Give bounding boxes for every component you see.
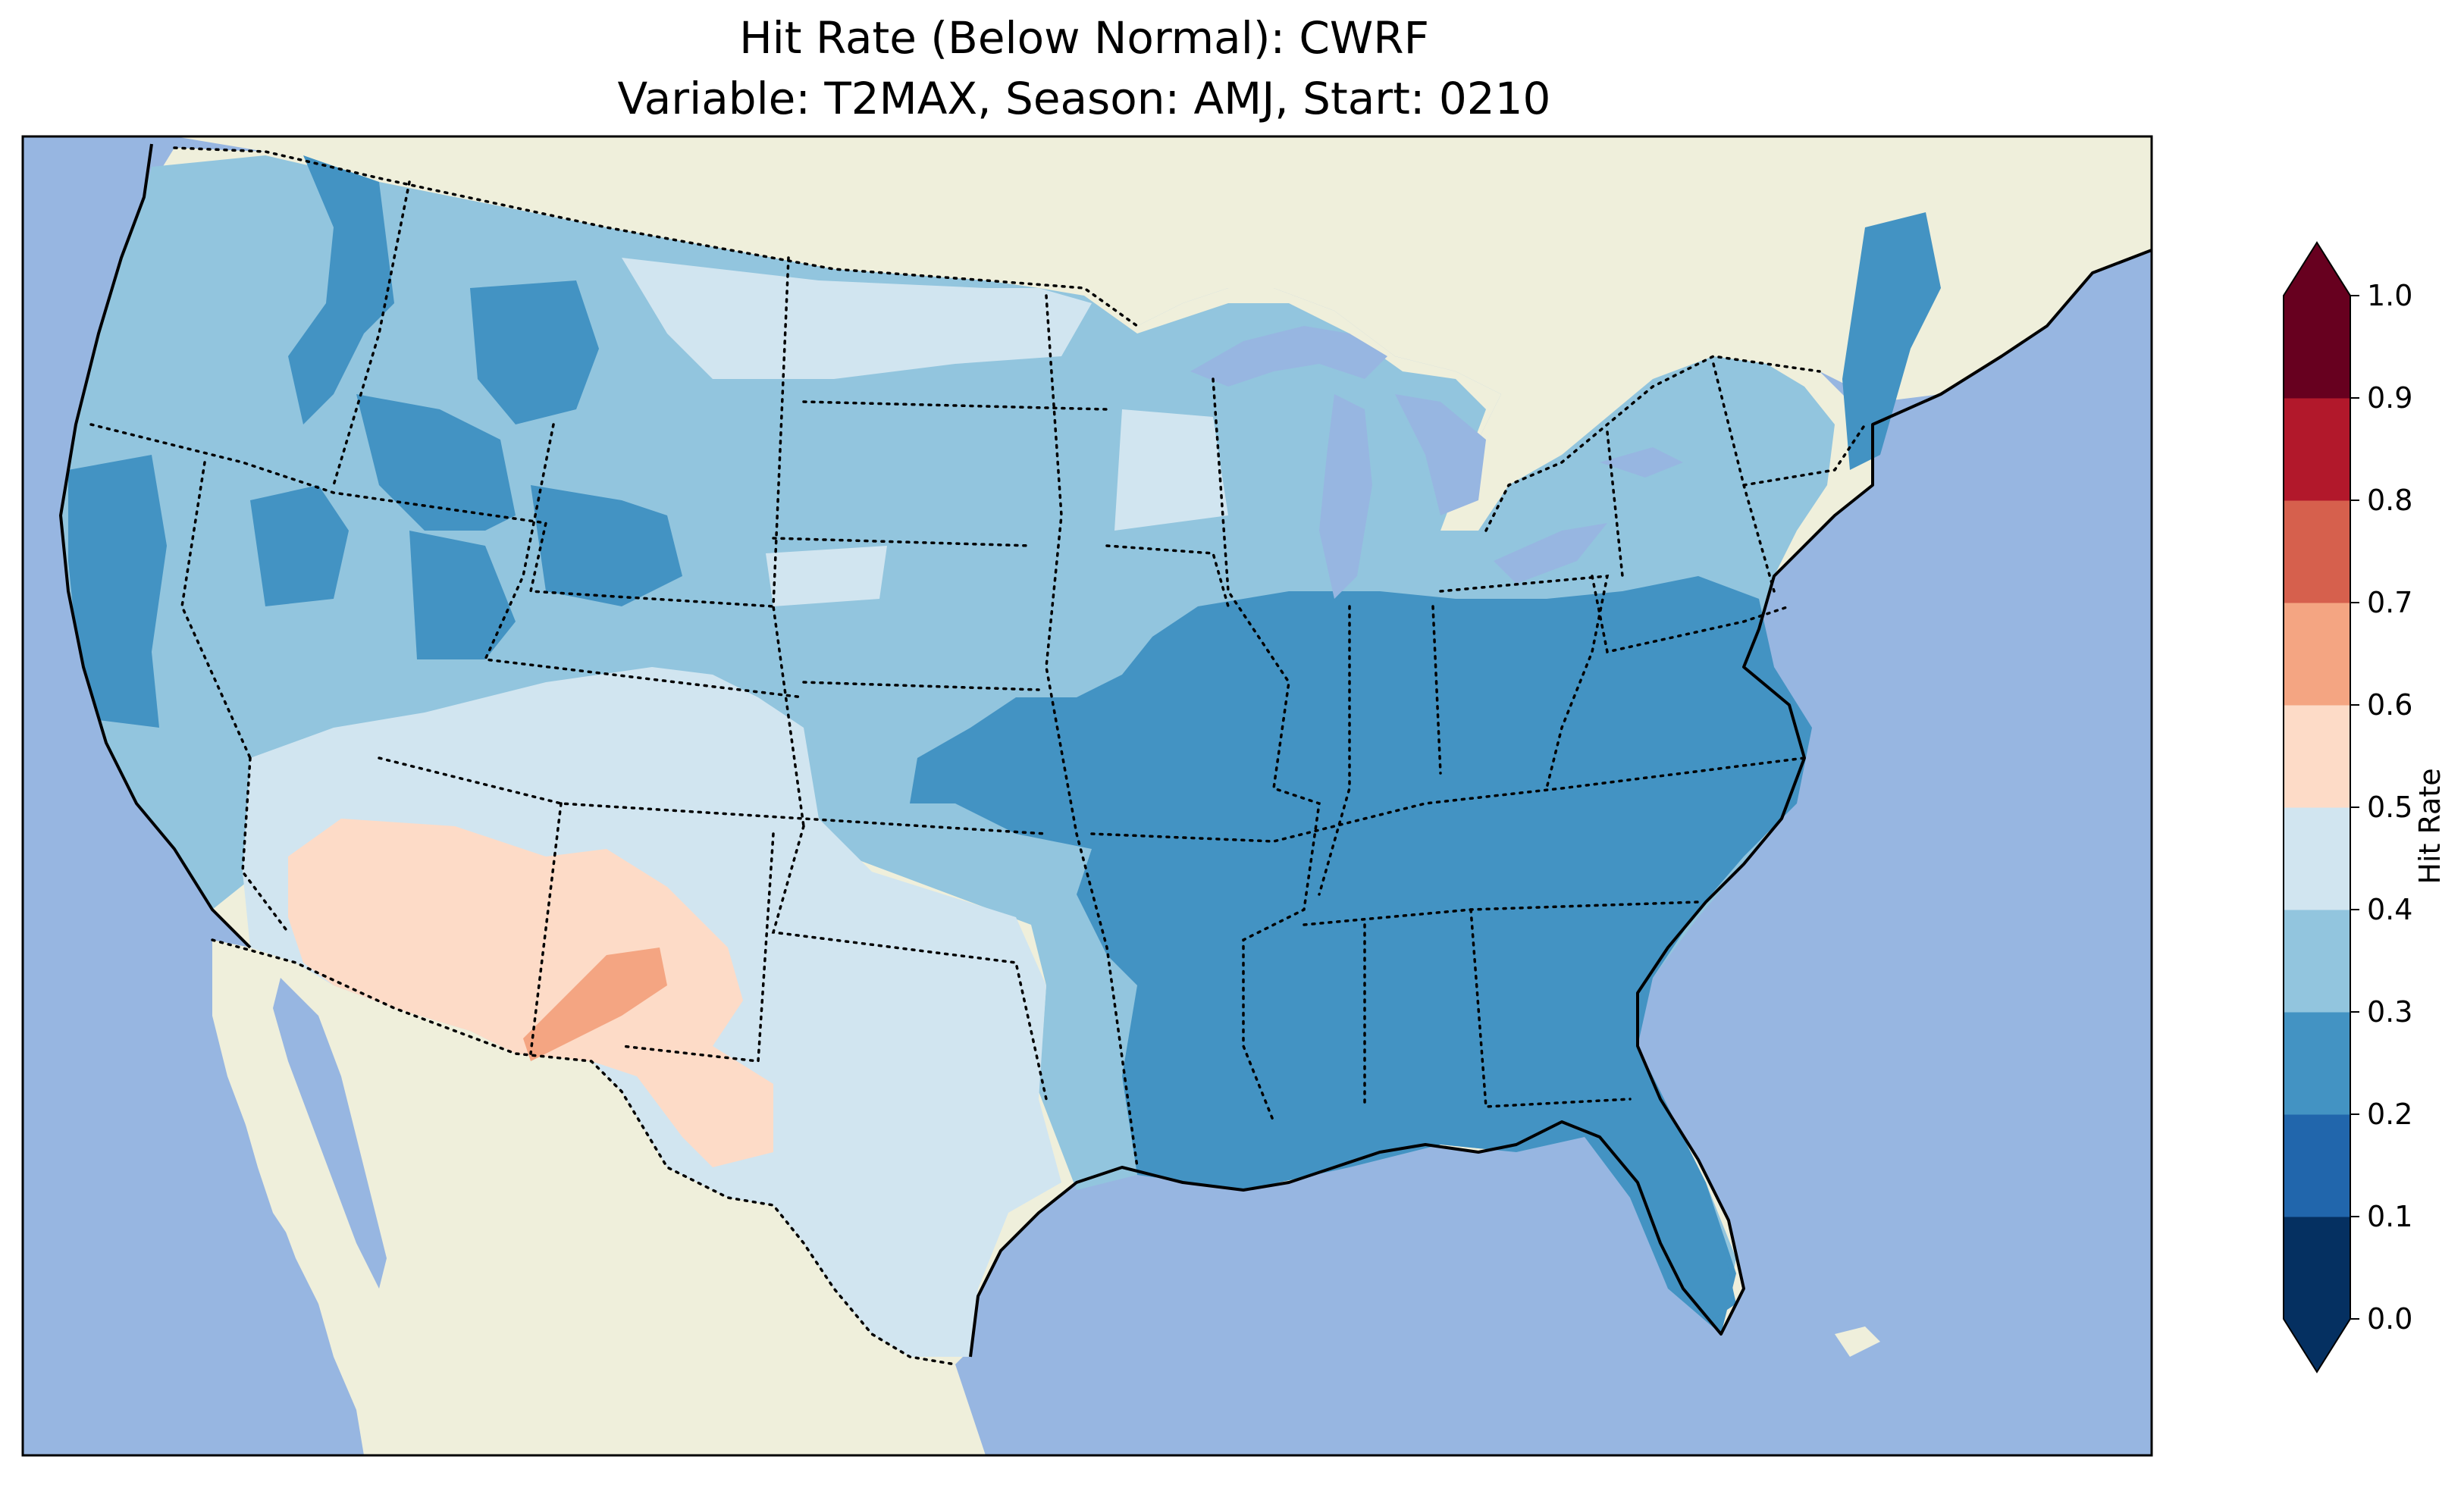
colorbar-extend-max — [2284, 243, 2350, 296]
colorbar-bin — [2284, 705, 2350, 808]
lake-huron — [1395, 394, 1486, 515]
map-title: Hit Rate (Below Normal): CWRF — [739, 12, 1429, 64]
map-area — [23, 136, 2152, 1455]
lake-superior — [1190, 326, 1387, 387]
lake-ontario — [1600, 447, 1683, 478]
colorbar-tick-label: 1.0 — [2367, 279, 2412, 312]
state-borders — [89, 180, 1867, 1169]
map-frame — [21, 135, 2153, 1457]
colorbar-bins — [2283, 241, 2351, 1373]
colorbar-tick-label: 0.3 — [2367, 995, 2412, 1029]
mexico-land — [212, 940, 986, 1455]
colorbar-tick-label: 0.6 — [2367, 688, 2412, 722]
us-mexico-border — [211, 938, 957, 1366]
region-0.2-0.3-oregon — [356, 394, 516, 531]
region-0.2-0.3-utah — [409, 531, 516, 659]
colorbar-tick-label: 0.8 — [2367, 484, 2412, 517]
pacific-coastline — [59, 143, 252, 949]
colorbar-bin — [2284, 1114, 2350, 1217]
colorbar-tick-label: 0.1 — [2367, 1200, 2412, 1233]
colorbar-bin — [2284, 398, 2350, 501]
us-canada-border — [173, 146, 1821, 532]
colorbar-label: Hit Rate — [2413, 768, 2447, 884]
region-0.2-0.3-nevada — [250, 485, 349, 606]
canada-land — [174, 136, 2152, 591]
lake-erie — [1494, 523, 1607, 584]
great-lakes — [1190, 326, 1683, 599]
baja-land — [212, 940, 432, 1440]
colorbar-tick-label: 0.7 — [2367, 586, 2412, 619]
colorbar-tick-label: 0.2 — [2367, 1098, 2412, 1131]
region-0.4-0.5-north — [622, 258, 1092, 379]
colorbar: 0.0 0.1 0.2 0.3 0.4 0.5 0.6 0.7 0.8 0.9 1.0 Hit Ra… — [2283, 241, 2447, 1373]
region-0.2-0.3-washington — [288, 155, 394, 424]
region-0.4-0.5-michigan — [1114, 409, 1228, 531]
colorbar-bin — [2284, 603, 2350, 706]
lake-michigan — [1319, 394, 1372, 599]
colorbar-bin — [2284, 500, 2350, 603]
map-subtitle: Variable: T2MAX, Season: AMJ, Start: 021… — [618, 73, 1551, 124]
region-0.2-0.3-california — [68, 455, 167, 728]
colorbar-bin — [2284, 807, 2350, 910]
region-0.2-0.3-maine — [1842, 212, 1941, 470]
colorbar-tick-label: 0.0 — [2367, 1302, 2412, 1336]
region-0.5-0.6 — [288, 819, 773, 1167]
region-0.2-0.3-idaho — [470, 280, 599, 424]
colorbar-ticks: 0.0 0.1 0.2 0.3 0.4 0.5 0.6 0.7 0.8 0.9 1.0 — [2350, 279, 2412, 1336]
colorbar-bin — [2284, 1012, 2350, 1115]
colorbar-tick-label: 0.5 — [2367, 791, 2412, 824]
region-0.6-0.7 — [523, 947, 667, 1061]
colorbar-tick-label: 0.4 — [2367, 893, 2412, 926]
cuba-land — [1835, 1326, 1880, 1357]
colorbar-tick-label: 0.9 — [2367, 381, 2412, 415]
hit-rate-field — [61, 155, 1941, 1357]
region-0.4-0.5-nebraska — [766, 546, 887, 606]
gulf-of-california — [273, 978, 387, 1289]
colorbar-extend-min — [2284, 1319, 2350, 1372]
colorbar-bin — [2284, 296, 2350, 399]
colorbar-bin — [2284, 1217, 2350, 1320]
colorbar-bin — [2284, 910, 2350, 1013]
region-0.2-0.3-wyoming — [531, 485, 682, 606]
gulf-coastline — [969, 249, 2152, 1358]
